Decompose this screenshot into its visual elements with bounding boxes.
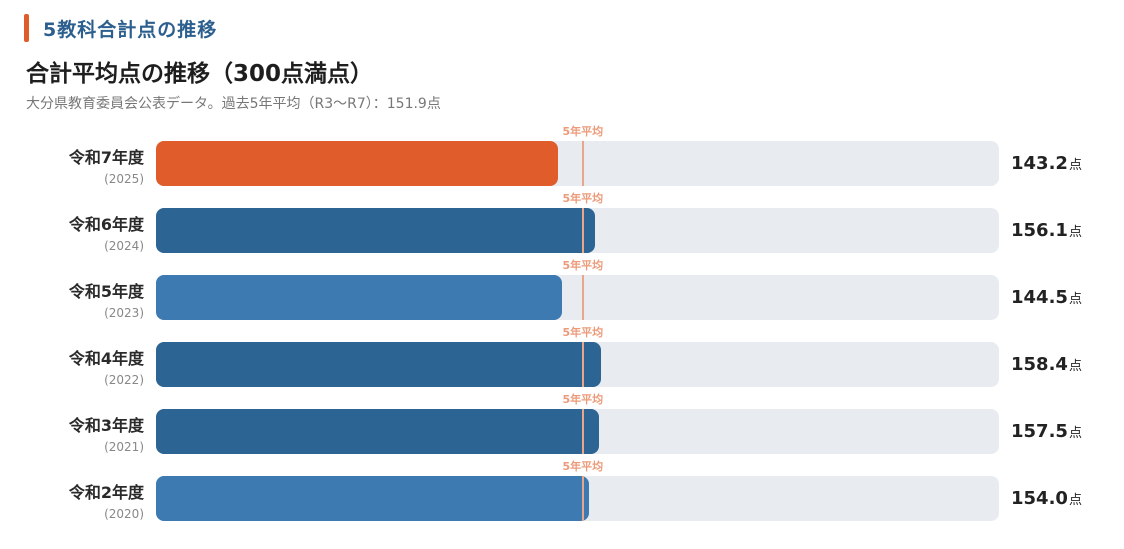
value-unit: 点 [1068,359,1082,374]
chart-row: 令和2年度 (2020) 5年平均 154.0点 [0,453,1124,521]
average-line [581,208,584,253]
value-number: 143.2 [1011,153,1068,174]
average-label: 5年平均 [562,125,604,138]
average-line [581,141,584,186]
chart-subtitle: 大分県教育委員会公表データ。過去5年平均（R3〜R7）：151.9点 [26,96,441,112]
average-label: 5年平均 [562,460,604,473]
chart-row: 令和5年度 (2023) 5年平均 144.5点 [0,252,1124,320]
average-label: 5年平均 [562,192,604,205]
chart-title: 合計平均点の推移（300点満点） [26,61,374,87]
row-label: 令和5年度 [68,282,144,301]
row-label: 令和3年度 [68,416,144,435]
average-label: 5年平均 [562,259,604,272]
accent-bar [24,14,29,42]
value-number: 144.5 [1011,287,1068,308]
row-year: (2021) [104,440,144,454]
bar-chart: 令和7年度 (2025) 5年平均 143.2点 令和6年度 (2024) 5年平均 156.… [0,118,1124,538]
row-label: 令和6年度 [68,215,144,234]
value-unit: 点 [1068,158,1082,173]
average-line [581,342,584,387]
average-line [581,275,584,320]
chart-row: 令和3年度 (2021) 5年平均 157.5点 [0,386,1124,454]
chart-row: 令和4年度 (2022) 5年平均 158.4点 [0,319,1124,387]
chart-row: 令和6年度 (2024) 5年平均 156.1点 [0,185,1124,253]
bar [156,342,602,387]
value-number: 157.5 [1011,421,1068,442]
value-label: 143.2点 [1011,153,1082,174]
bar [156,141,559,186]
value-label: 157.5点 [1011,421,1082,442]
bar [156,275,563,320]
section-header: 5教科合計点の推移 [24,14,217,42]
bar [156,476,589,521]
value-number: 154.0 [1011,488,1068,509]
row-label: 令和7年度 [68,148,144,167]
section-title: 5教科合計点の推移 [43,18,218,41]
value-unit: 点 [1068,426,1082,441]
bar [156,409,599,454]
row-year: (2023) [104,306,144,320]
chart-row: 令和7年度 (2025) 5年平均 143.2点 [0,118,1124,186]
value-number: 156.1 [1011,220,1068,241]
row-year: (2025) [104,172,144,186]
value-label: 156.1点 [1011,220,1082,241]
bar [156,208,595,253]
row-year: (2022) [104,373,144,387]
row-year: (2024) [104,239,144,253]
average-line [581,476,584,521]
row-year: (2020) [104,507,144,521]
value-unit: 点 [1068,225,1082,240]
value-label: 158.4点 [1011,354,1082,375]
average-label: 5年平均 [562,393,604,406]
value-label: 154.0点 [1011,488,1082,509]
value-number: 158.4 [1011,354,1068,375]
row-label: 令和2年度 [68,483,144,502]
average-line [581,409,584,454]
value-label: 144.5点 [1011,287,1082,308]
value-unit: 点 [1068,493,1082,508]
row-label: 令和4年度 [68,349,144,368]
average-label: 5年平均 [562,326,604,339]
value-unit: 点 [1068,292,1082,307]
